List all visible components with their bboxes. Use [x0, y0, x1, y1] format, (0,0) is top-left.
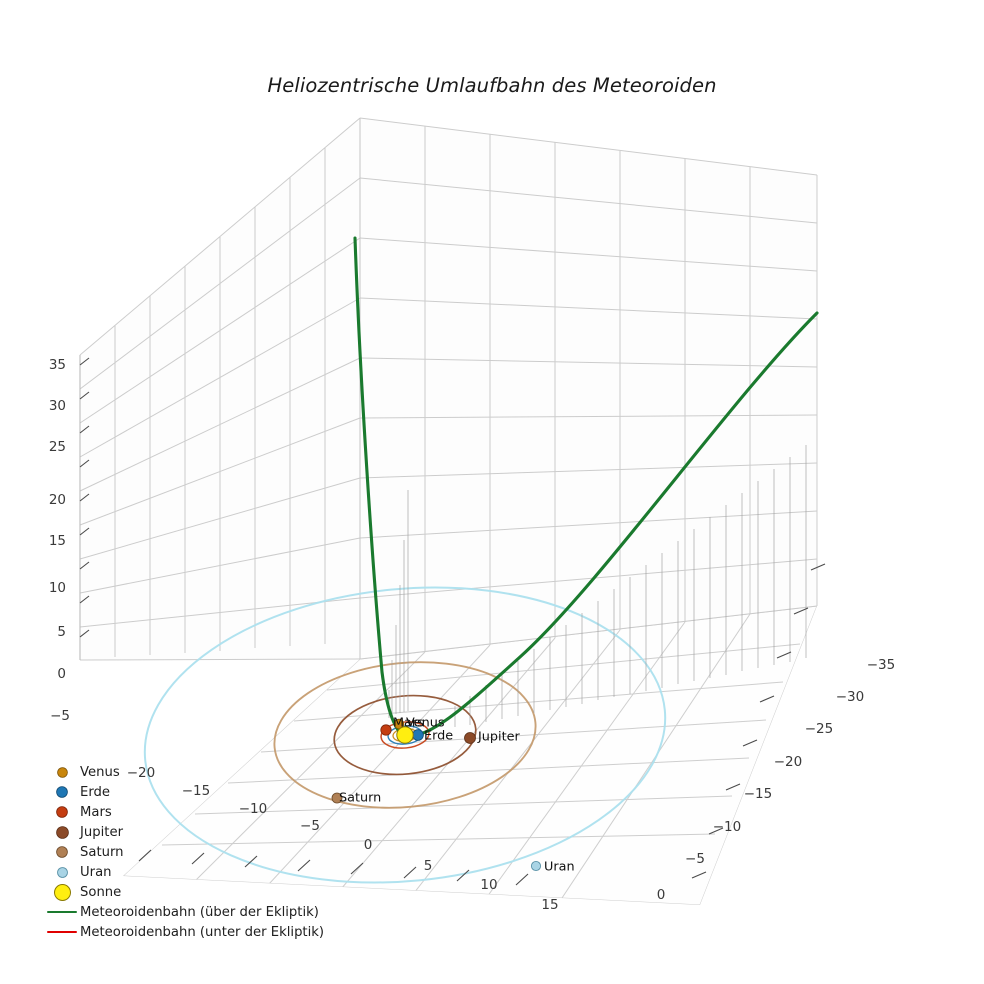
z-tick-15: 15: [48, 533, 66, 549]
z-tick-20: 20: [48, 492, 66, 508]
label-mars: Mars: [393, 715, 424, 731]
x-tick-neg20: −20: [126, 765, 156, 781]
z-tick-25: 25: [48, 439, 66, 455]
venus-marker-icon: [44, 767, 80, 777]
y-tick-neg30: −30: [835, 689, 865, 705]
legend-label-mars: Mars: [80, 804, 112, 820]
legend-item-erde[interactable]: Erde: [44, 782, 344, 802]
orbit-saturn: [273, 661, 537, 809]
uran-marker-icon: [44, 867, 80, 877]
orbit-jupiter: [333, 694, 477, 776]
trajectory-stems: [388, 445, 807, 727]
z-tick-30: 30: [48, 398, 66, 414]
x-tick-10: 10: [480, 877, 498, 893]
legend-item-saturn[interactable]: Saturn: [44, 842, 344, 862]
legend-item-jupiter[interactable]: Jupiter: [44, 822, 344, 842]
z-tick-35: 35: [48, 357, 66, 373]
x-tick-5: 5: [423, 858, 433, 874]
legend-label-saturn: Saturn: [80, 844, 124, 860]
y-tick-0: 0: [656, 887, 666, 903]
x-tick-15: 15: [541, 897, 559, 913]
label-venus: Venus: [406, 715, 445, 731]
orbit-above-line-icon: [44, 910, 80, 914]
legend-item-venus[interactable]: Venus: [44, 762, 344, 782]
orbit-uran: [143, 586, 667, 884]
grid-back-wall: [359, 117, 818, 660]
x-tick-0: 0: [363, 837, 373, 853]
axis-z-spine: [79, 355, 90, 660]
legend-item-sonne[interactable]: Sonne: [44, 882, 344, 902]
sonne-marker-icon: [44, 884, 80, 900]
y-tick-neg5: −5: [685, 851, 705, 867]
axis-y-ticks: [691, 563, 826, 879]
legend-item-mars[interactable]: Mars: [44, 802, 344, 822]
orbit-ellipses: [143, 586, 667, 884]
label-jupiter: Jupiter: [478, 729, 520, 745]
label-saturn: Saturn: [339, 790, 382, 806]
mars-marker-icon: [44, 807, 80, 817]
orbit-below-line-icon: [44, 930, 80, 934]
legend-item-orbit-below[interactable]: Meteoroidenbahn (unter der Ekliptik): [44, 922, 344, 942]
x-tick-neg15: −15: [181, 783, 211, 799]
y-tick-neg10: −10: [712, 819, 742, 835]
label-uran: Uran: [544, 859, 575, 875]
z-tick-0: 0: [57, 666, 66, 682]
jupiter-marker-icon: [44, 826, 80, 838]
z-tick-neg5: −5: [50, 708, 70, 724]
z-tick-5: 5: [57, 624, 66, 640]
legend-label-venus: Venus: [80, 764, 120, 780]
legend-item-uran[interactable]: Uran: [44, 862, 344, 882]
y-tick-neg20: −20: [773, 754, 803, 770]
legend-label-orbit-below: Meteoroidenbahn (unter der Ekliptik): [80, 924, 325, 940]
y-tick-neg35: −35: [866, 657, 896, 673]
pane-back-wall: [360, 118, 817, 659]
legend-label-uran: Uran: [80, 864, 112, 880]
legend-label-sonne: Sonne: [80, 884, 122, 900]
z-tick-10: 10: [48, 580, 66, 596]
legend-item-orbit-above[interactable]: Meteoroidenbahn (über der Ekliptik): [44, 902, 344, 922]
y-tick-neg15: −15: [743, 786, 773, 802]
legend-label-jupiter: Jupiter: [80, 824, 123, 840]
saturn-marker-icon: [44, 847, 80, 857]
pane-floor: [123, 606, 817, 905]
erde-marker-icon: [44, 787, 80, 797]
axis-x-ticks: [138, 849, 529, 886]
chart-title: Heliozentrische Umlaufbahn des Meteoroid…: [267, 74, 717, 97]
x-tick-neg5: −5: [300, 818, 320, 834]
legend-label-orbit-above: Meteoroidenbahn (über der Ekliptik): [80, 904, 319, 920]
legend-label-erde: Erde: [80, 784, 111, 800]
label-erde: Erde: [424, 728, 454, 744]
y-tick-neg25: −25: [804, 721, 834, 737]
x-tick-neg10: −10: [238, 801, 268, 817]
legend: Venus Erde Mars Jupiter Saturn: [44, 762, 344, 942]
